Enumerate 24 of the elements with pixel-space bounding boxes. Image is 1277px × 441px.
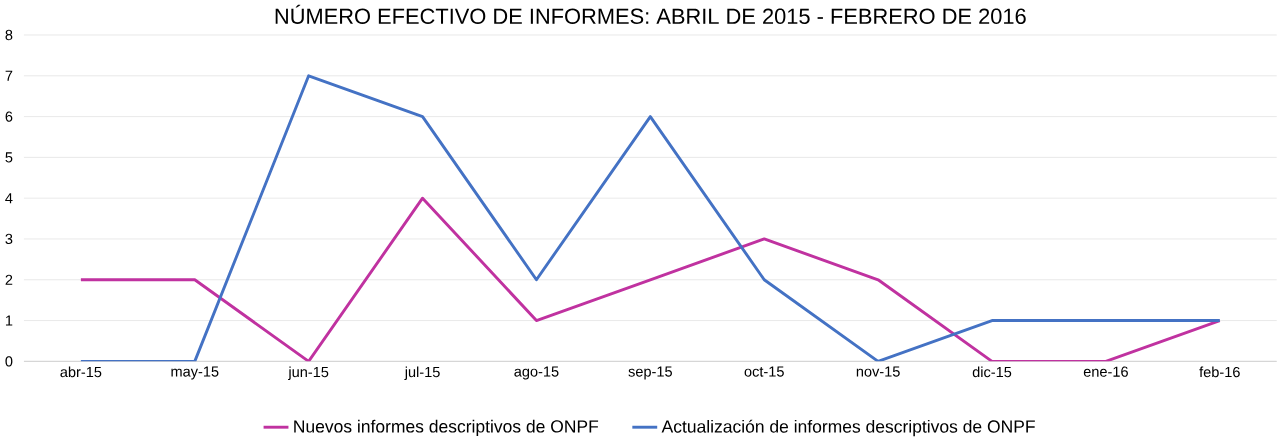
y-tick-label: 2: [5, 274, 13, 286]
y-tick-label: 4: [5, 193, 13, 204]
y-tick-label: 6: [5, 111, 13, 122]
x-tick-label: oct-15: [744, 366, 784, 377]
x-tick-label: jun-15: [288, 366, 329, 381]
x-tick-label: jul-15: [404, 366, 440, 381]
x-tick-label: dic-15: [972, 366, 1012, 378]
legend-label: Nuevos informes descriptivos de ONPF: [294, 420, 599, 437]
x-tick-label: ene-16: [1083, 366, 1128, 378]
x-tick-label: feb-16: [1199, 366, 1240, 378]
x-tick-label: sep-15: [628, 366, 672, 380]
x-tick-label: ago-15: [514, 366, 559, 380]
chart-title: NÚMERO EFECTIVO DE INFORMES: ABRIL DE 2015 - FEBRERO DE 2016: [275, 5, 1026, 25]
y-tick-label: 5: [5, 152, 13, 163]
y-tick-label: 0: [5, 356, 13, 367]
x-tick-label: may-15: [171, 366, 219, 380]
y-tick-label: 1: [5, 315, 13, 326]
x-tick-label: abr-15: [60, 366, 102, 378]
legend-label: Actualización de informes descriptivos de ONPF: [661, 419, 1035, 437]
x-tick-label: nov-15: [856, 366, 900, 377]
y-tick-label: 8: [5, 30, 13, 41]
y-tick-label: 3: [5, 234, 13, 245]
y-tick-label: 7: [5, 70, 13, 82]
line-series: [79, 196, 1222, 362]
